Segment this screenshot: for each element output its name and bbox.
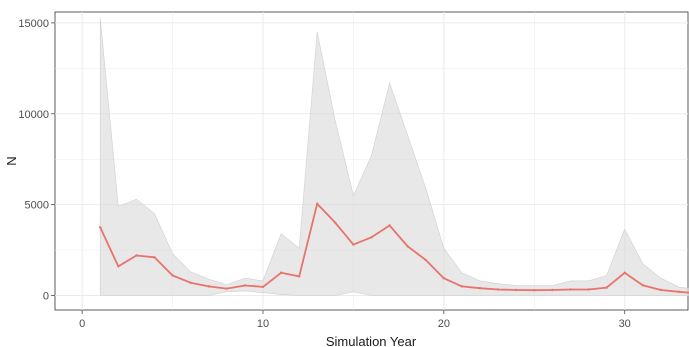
- median-point: [297, 275, 301, 278]
- y-axis-title: N: [4, 156, 19, 165]
- median-points: [99, 202, 689, 294]
- median-point: [460, 285, 464, 288]
- median-point: [316, 202, 319, 205]
- median-point: [370, 236, 373, 239]
- median-point: [551, 288, 554, 292]
- median-point: [207, 285, 210, 288]
- median-point: [533, 288, 536, 292]
- median-point: [171, 274, 174, 277]
- median-point: [659, 288, 663, 292]
- x-tick-label: 30: [619, 318, 631, 330]
- confidence-band: [99, 17, 689, 296]
- y-axis: 0 5000 10000 15000: [18, 18, 55, 302]
- median-point: [99, 226, 102, 229]
- median-point: [135, 254, 138, 257]
- median-point: [117, 265, 120, 268]
- median-point: [279, 271, 283, 274]
- median-point: [225, 287, 229, 290]
- median-point: [677, 290, 681, 294]
- x-tick-label: 20: [438, 318, 450, 330]
- y-tick-label: 15000: [18, 18, 49, 30]
- median-point: [605, 286, 608, 289]
- y-tick-label: 0: [43, 290, 49, 302]
- median-point: [442, 277, 446, 280]
- median-point: [514, 288, 518, 292]
- median-point: [334, 221, 337, 224]
- median-point: [406, 245, 409, 248]
- y-tick-label: 5000: [25, 200, 49, 212]
- median-line-path: [99, 202, 689, 294]
- median-point: [388, 224, 391, 227]
- median-point: [569, 288, 572, 291]
- x-tick-label: 0: [79, 318, 85, 330]
- x-axis-title: Simulation Year: [326, 334, 417, 347]
- median-point: [243, 284, 247, 287]
- x-axis: 0 10 20 30: [79, 310, 631, 330]
- median-point: [496, 288, 500, 291]
- median-point: [623, 271, 626, 274]
- median-point: [686, 291, 689, 294]
- median-point: [641, 284, 644, 287]
- median-point: [153, 256, 156, 259]
- median-point: [587, 288, 590, 291]
- median-point: [189, 281, 192, 284]
- confidence-band-area: [99, 17, 689, 296]
- median-point: [424, 258, 427, 262]
- median-point: [261, 285, 265, 289]
- median-line: [99, 202, 689, 294]
- median-point: [352, 243, 355, 246]
- x-tick-label: 10: [257, 318, 269, 330]
- y-tick-label: 10000: [18, 109, 49, 121]
- median-point: [478, 286, 482, 290]
